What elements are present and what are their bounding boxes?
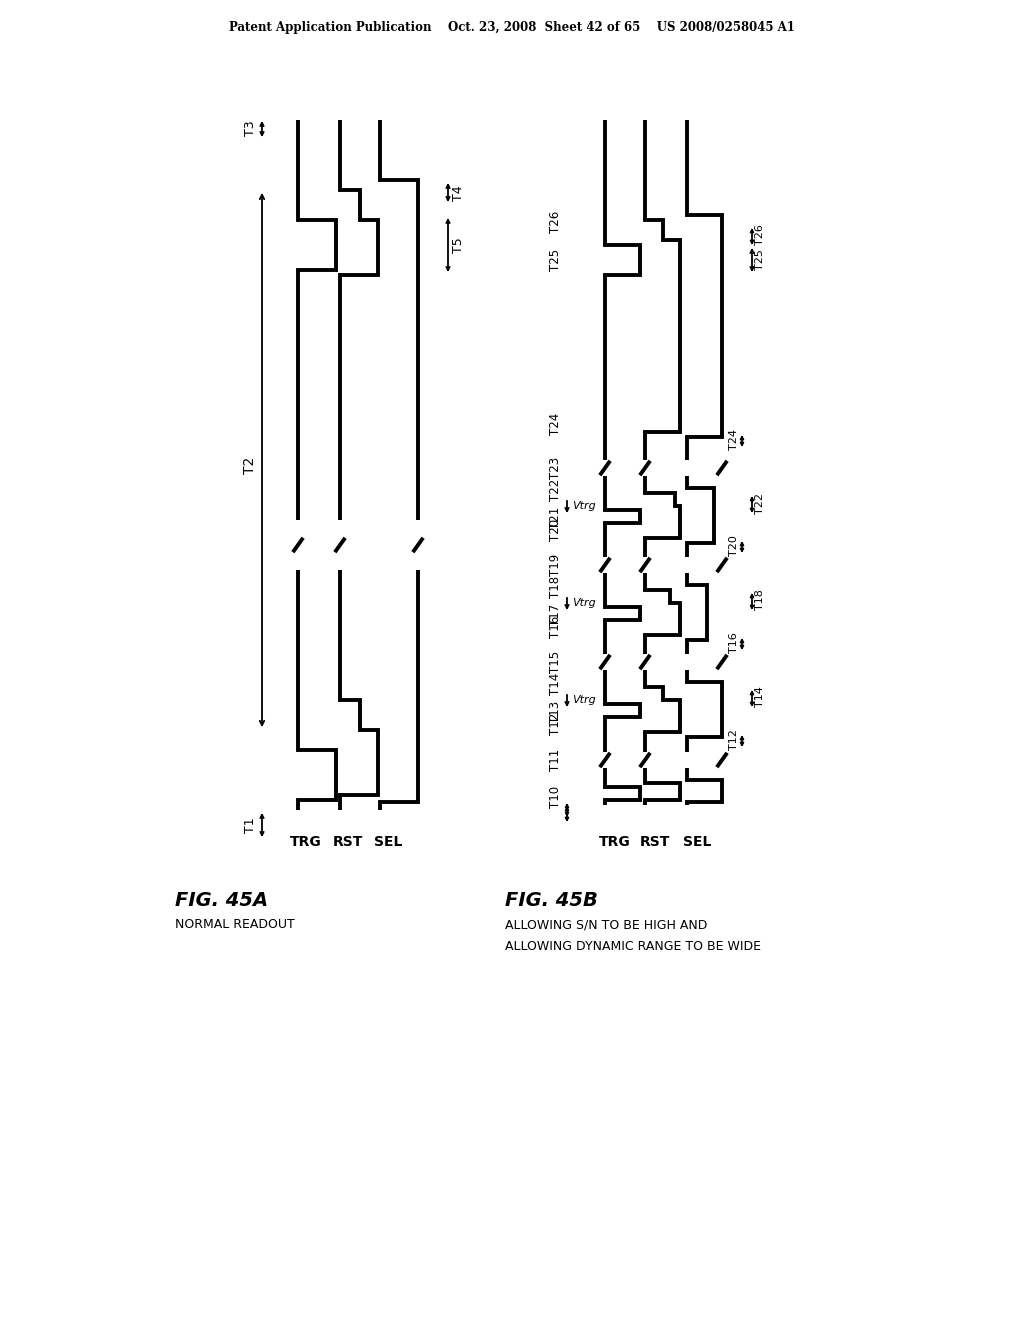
Text: T14: T14 [755,686,765,708]
Text: T17: T17 [549,603,562,626]
Text: T22: T22 [549,479,562,502]
Text: T2: T2 [243,457,257,474]
Text: T22: T22 [755,492,765,513]
Text: SEL: SEL [374,836,402,849]
Text: T26: T26 [549,211,562,234]
Text: T20: T20 [549,519,562,541]
Text: T23: T23 [549,457,562,479]
Text: T11: T11 [549,748,562,771]
Text: T25: T25 [549,249,562,271]
Text: FIG. 45A: FIG. 45A [175,891,268,909]
Text: TRG: TRG [290,836,322,849]
Text: T12: T12 [729,730,739,751]
Text: T26: T26 [755,224,765,246]
Text: FIG. 45B: FIG. 45B [505,891,598,909]
Text: Vtrg: Vtrg [572,502,596,511]
Text: T13: T13 [549,701,562,723]
Text: Patent Application Publication    Oct. 23, 2008  Sheet 42 of 65    US 2008/02580: Patent Application Publication Oct. 23, … [229,21,795,34]
Text: RST: RST [640,836,670,849]
Text: T20: T20 [729,536,739,557]
Text: T25: T25 [755,249,765,271]
Text: ALLOWING DYNAMIC RANGE TO BE WIDE: ALLOWING DYNAMIC RANGE TO BE WIDE [505,940,761,953]
Text: T19: T19 [549,554,562,576]
Text: T14: T14 [549,673,562,696]
Text: TRG: TRG [599,836,631,849]
Text: Vtrg: Vtrg [572,696,596,705]
Text: RST: RST [333,836,364,849]
Text: T24: T24 [549,413,562,436]
Text: T10: T10 [549,785,562,808]
Text: T16: T16 [549,616,562,638]
Text: ALLOWING S/N TO BE HIGH AND: ALLOWING S/N TO BE HIGH AND [505,919,708,932]
Text: T15: T15 [549,651,562,673]
Text: T21: T21 [549,507,562,529]
Text: T16: T16 [729,632,739,653]
Text: NORMAL READOUT: NORMAL READOUT [175,919,295,932]
Text: T1: T1 [244,817,257,833]
Text: T24: T24 [729,429,739,450]
Text: T5: T5 [452,238,465,253]
Text: T18: T18 [755,590,765,610]
Text: SEL: SEL [683,836,712,849]
Text: T4: T4 [452,185,465,201]
Text: T12: T12 [549,713,562,735]
Text: T3: T3 [244,120,257,136]
Text: T18: T18 [549,576,562,598]
Text: Vtrg: Vtrg [572,598,596,609]
